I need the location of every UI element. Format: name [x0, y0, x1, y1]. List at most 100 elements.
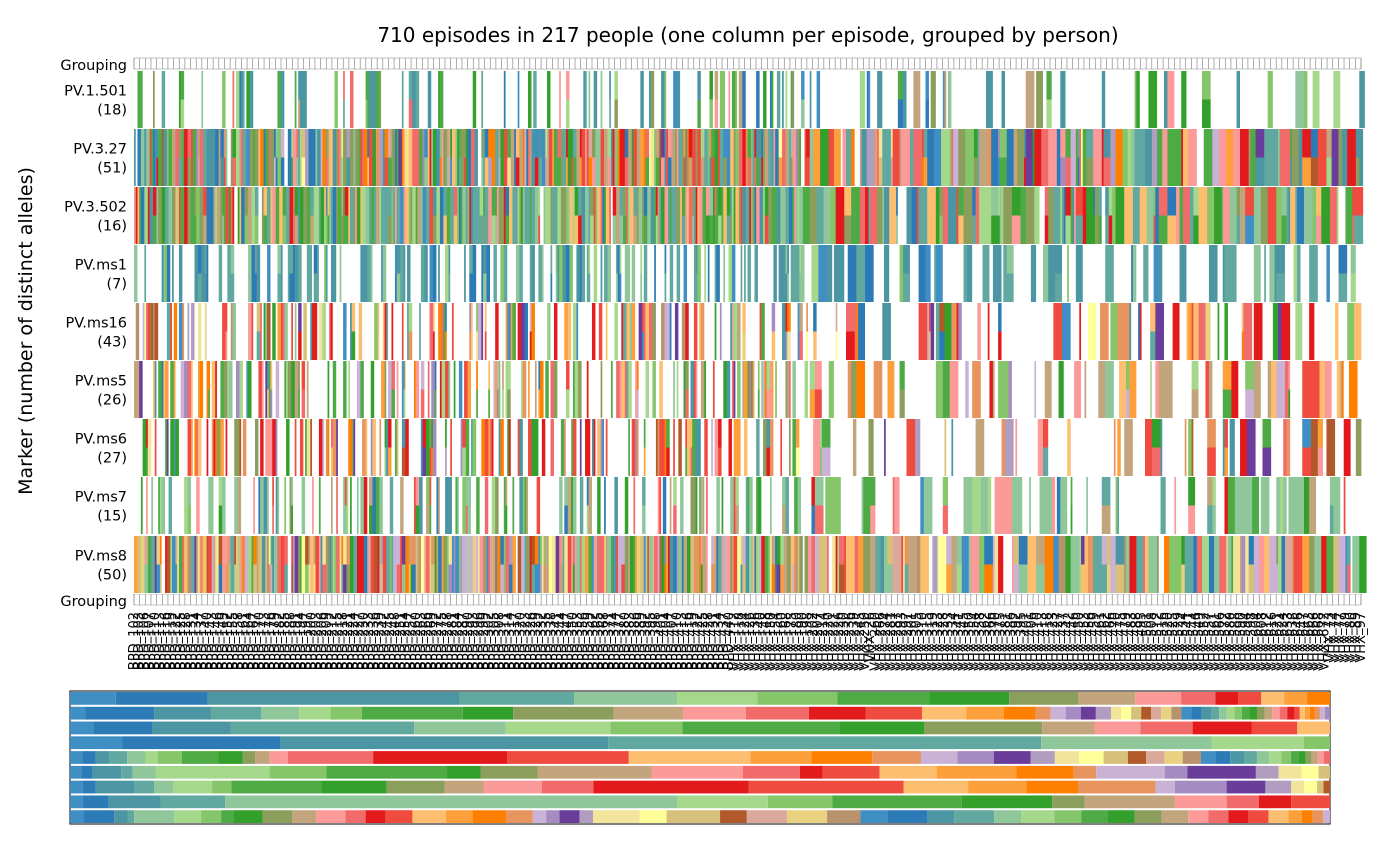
heatmap-cell	[579, 245, 582, 302]
heatmap-cell	[134, 71, 138, 128]
heatmap-cell	[681, 187, 686, 216]
heatmap-cell	[165, 419, 168, 476]
heatmap-cell	[177, 187, 180, 244]
heatmap-cell	[178, 187, 182, 244]
heatmap-cell	[735, 505, 740, 534]
heatmap-cell	[194, 215, 197, 244]
heatmap-cell	[763, 477, 767, 534]
heatmap-cell	[299, 187, 304, 244]
heatmap-cell	[718, 536, 722, 593]
heatmap-cell	[614, 477, 619, 534]
heatmap-cell	[718, 447, 722, 476]
heatmap-cell	[1262, 245, 1265, 302]
allele-frequency-segment	[95, 780, 135, 794]
heatmap-cell	[251, 245, 256, 302]
heatmap-cell	[766, 419, 771, 448]
allele-frequency-segment	[1304, 780, 1318, 794]
heatmap-cell	[1122, 245, 1132, 302]
heatmap-cell	[486, 536, 489, 593]
allele-frequency-segment	[507, 751, 629, 764]
x-tick-label: VHX_220	[821, 612, 836, 671]
heatmap-cell	[512, 245, 517, 302]
heatmap-cell	[451, 245, 456, 302]
heatmap-cell	[714, 99, 719, 128]
heatmap-cell	[567, 303, 572, 360]
heatmap-cell	[350, 361, 353, 418]
heatmap-cell	[1281, 187, 1288, 216]
heatmap-cell	[315, 303, 318, 360]
heatmap-cell	[992, 245, 1002, 302]
heatmap-cell	[856, 419, 866, 476]
heatmap-cell	[992, 71, 1002, 128]
heatmap-cell	[491, 245, 494, 302]
heatmap-cell	[254, 419, 259, 476]
heatmap-cell	[1013, 536, 1020, 565]
heatmap-cell	[329, 477, 332, 534]
heatmap-cell	[998, 215, 1001, 244]
heatmap-cell	[161, 129, 164, 186]
allele-frequency-segment	[922, 706, 967, 720]
heatmap-cell	[837, 419, 843, 476]
heatmap-cell	[273, 157, 277, 186]
heatmap-cell	[553, 419, 558, 476]
heatmap-cell	[572, 71, 576, 128]
heatmap-cell	[267, 303, 271, 360]
heatmap-cell	[151, 536, 156, 593]
allele-frequency-segment	[677, 692, 758, 705]
heatmap-cell	[588, 361, 593, 418]
heatmap-cell	[714, 187, 717, 216]
x-tick-label: VHX_395	[1015, 612, 1030, 671]
heatmap-cell	[336, 477, 339, 534]
heatmap-cell	[460, 536, 463, 593]
heatmap-cell	[163, 361, 166, 418]
allele-frequency-segment	[155, 765, 270, 779]
heatmap-cell	[1094, 187, 1099, 244]
x-tick-label: BPD_103	[132, 612, 147, 670]
heatmap-cell	[985, 245, 990, 302]
x-tick-label: BPD_410	[670, 612, 685, 670]
x-tick-label: BPD_260	[409, 612, 424, 670]
heatmap-cell	[693, 71, 697, 128]
heatmap-cell	[1357, 361, 1362, 418]
heatmap-cell	[367, 129, 370, 158]
heatmap-cell	[550, 361, 555, 418]
heatmap-cell	[896, 419, 900, 476]
heatmap-cell	[861, 129, 868, 186]
heatmap-cell	[1150, 303, 1156, 332]
heatmap-cell	[640, 419, 645, 476]
heatmap-cell	[474, 477, 477, 534]
heatmap-cell	[590, 419, 593, 476]
heatmap-cell	[467, 187, 470, 244]
allele-frequency-segment	[1318, 765, 1330, 779]
heatmap-cell	[890, 245, 897, 302]
heatmap-cell	[446, 71, 451, 128]
heatmap-cell	[166, 419, 169, 476]
heatmap-cell	[134, 477, 138, 534]
heatmap-cell	[472, 187, 475, 244]
heatmap-cell	[1243, 477, 1253, 534]
heatmap-cell	[932, 477, 940, 534]
heatmap-cell	[607, 129, 612, 158]
heatmap-cell	[322, 477, 327, 534]
heatmap-cell	[517, 71, 520, 128]
heatmap-cell	[865, 303, 875, 360]
heatmap-cell	[766, 477, 771, 534]
heatmap-cell	[339, 536, 342, 593]
heatmap-cell	[1043, 419, 1049, 448]
heatmap-cell	[446, 129, 449, 158]
allele-frequency-segment	[1215, 751, 1231, 764]
x-tick-label: BPD_221	[341, 612, 356, 670]
heatmap-cell	[168, 361, 171, 418]
heatmap-cell	[809, 71, 812, 128]
heatmap-cell	[324, 419, 327, 476]
heatmap-cell	[258, 361, 263, 418]
heatmap-cell	[465, 419, 470, 476]
heatmap-cell	[280, 71, 285, 128]
allele-frequency-segment	[221, 810, 234, 823]
heatmap-cell	[1316, 215, 1322, 244]
heatmap-cell	[778, 303, 783, 360]
heatmap-cell	[216, 361, 221, 418]
heatmap-cell	[1335, 419, 1345, 476]
allele-frequency-segment	[1188, 810, 1209, 823]
heatmap-cell	[313, 187, 316, 244]
